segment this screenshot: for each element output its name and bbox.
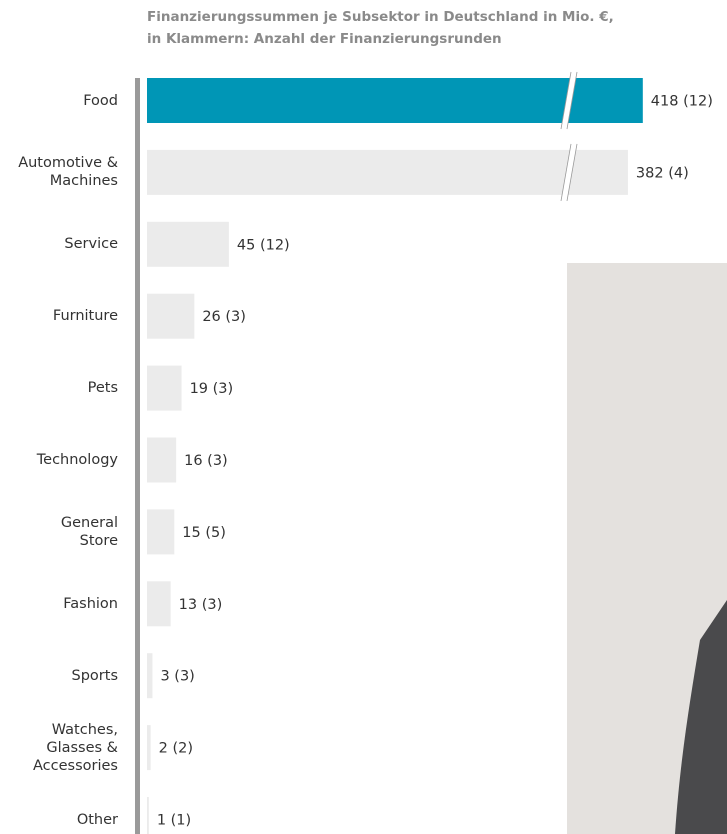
- axis-break: [561, 143, 577, 201]
- axis-break-line: [566, 143, 578, 201]
- bar: [147, 725, 151, 771]
- bar: [147, 78, 643, 123]
- value-label: 45 (12): [237, 237, 290, 253]
- value-label: 2 (2): [159, 741, 193, 757]
- bar: [147, 797, 149, 834]
- category-label: Automotive & Machines: [18, 155, 118, 190]
- value-label: 13 (3): [179, 597, 223, 613]
- axis-break-line: [560, 71, 572, 130]
- bar: [147, 653, 153, 699]
- axis-break-line: [566, 71, 578, 130]
- bar: [147, 581, 171, 627]
- chart-title: Finanzierungssummen je Subsektor in Deut…: [147, 9, 614, 47]
- value-label: 15 (5): [182, 525, 226, 541]
- bar: [147, 437, 177, 483]
- value-label: 16 (3): [184, 453, 228, 469]
- value-label: 3 (3): [160, 669, 194, 685]
- category-label: Other: [76, 811, 118, 828]
- value-label: 418 (12): [651, 94, 713, 110]
- axis-line: [135, 78, 140, 834]
- bar: [147, 365, 182, 411]
- value-label: 1 (1): [157, 813, 191, 829]
- axis-break-line: [560, 143, 572, 201]
- bar: [147, 221, 229, 267]
- category-label: Fashion: [63, 595, 118, 612]
- category-label: Sports: [71, 667, 118, 684]
- category-label: Pets: [87, 380, 118, 397]
- axis-break: [561, 72, 577, 129]
- category-label: Technology: [36, 452, 118, 468]
- bar: [147, 149, 628, 195]
- value-label: 26 (3): [202, 309, 246, 325]
- category-label: Food: [83, 92, 118, 109]
- category-label: Service: [64, 236, 118, 253]
- category-label: Watches, Glasses & Accessories: [33, 721, 118, 774]
- photo-figure: [675, 600, 727, 834]
- category-label: Furniture: [52, 308, 118, 325]
- category-label: General Store: [60, 514, 118, 549]
- value-label: 382 (4): [636, 165, 689, 181]
- value-label: 19 (3): [190, 381, 234, 397]
- bar: [147, 293, 195, 339]
- bar: [147, 509, 175, 555]
